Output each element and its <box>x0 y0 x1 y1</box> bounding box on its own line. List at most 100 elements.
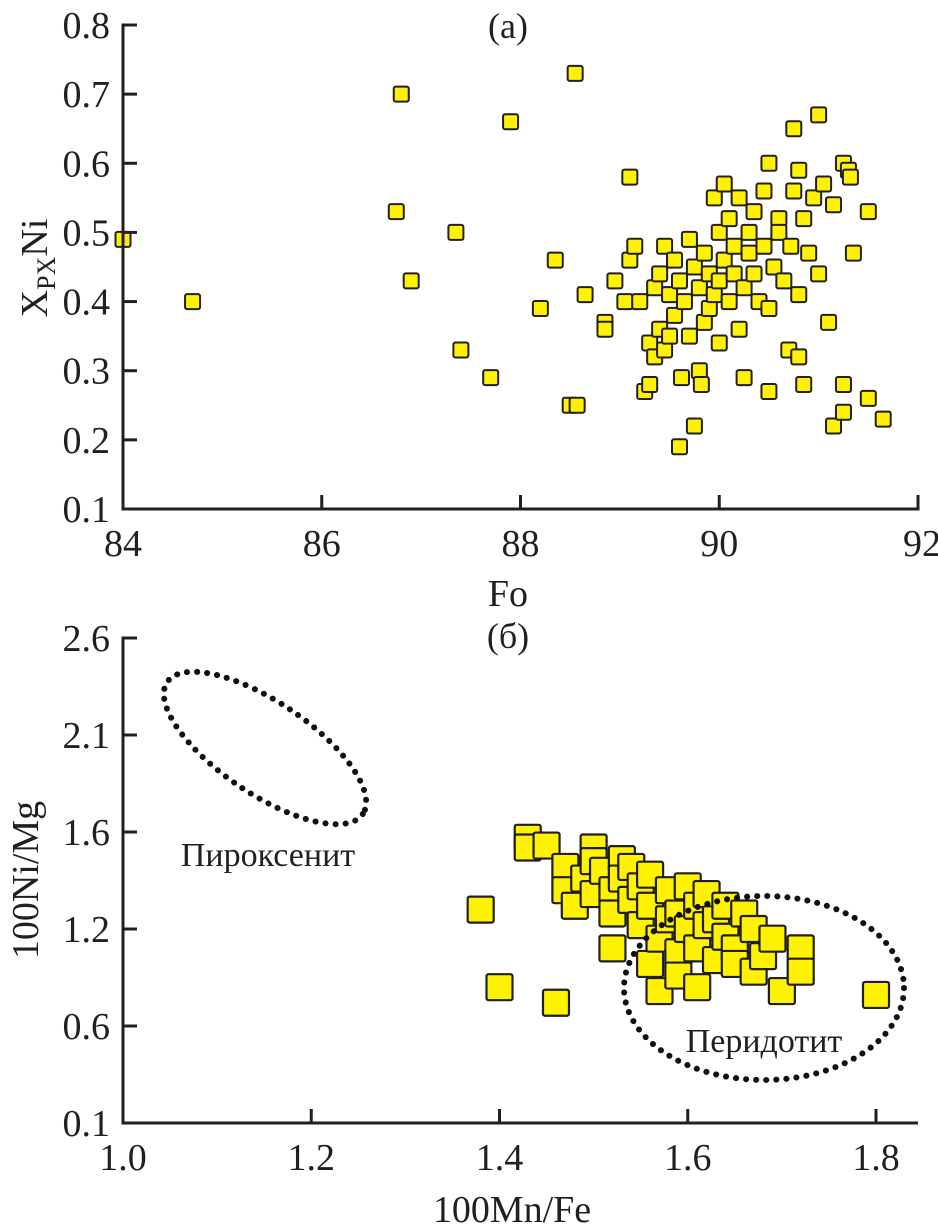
panel-label-b: (б) <box>487 616 529 656</box>
data-point <box>700 299 718 317</box>
data-point <box>566 64 584 82</box>
data-point <box>834 376 852 394</box>
chart-b-points <box>466 823 891 1017</box>
x-tick-label: 84 <box>104 523 142 565</box>
data-point <box>770 210 788 228</box>
data-point <box>705 189 723 207</box>
data-point <box>666 306 684 324</box>
data-point <box>532 831 561 860</box>
data-point <box>805 189 823 207</box>
data-point <box>841 168 859 186</box>
data-point <box>485 973 514 1002</box>
data-point <box>531 299 549 317</box>
data-point <box>782 237 800 255</box>
data-point <box>825 196 843 214</box>
y-tick-label: 1.2 <box>63 909 111 951</box>
data-point <box>568 396 586 414</box>
data-point <box>482 369 500 387</box>
chart-a-points <box>114 64 892 456</box>
data-point <box>710 223 728 241</box>
chart-b: (б) Пироксенит Перидотит 2.6 2.1 1.6 1.2 0.6… <box>5 616 918 1230</box>
y-tick-label: 0.5 <box>63 212 111 254</box>
data-point <box>656 341 674 359</box>
x-tick-label: 1.6 <box>664 1137 712 1179</box>
data-point <box>825 417 843 435</box>
data-point <box>745 265 763 283</box>
chart-b-axes <box>121 636 918 1125</box>
data-point <box>646 279 664 297</box>
data-point <box>790 161 808 179</box>
data-point <box>758 924 787 953</box>
data-point <box>735 369 753 387</box>
data-point <box>775 272 793 290</box>
x-tick-label: 1.4 <box>476 1137 524 1179</box>
y-tick-label: 2.1 <box>63 715 111 757</box>
ylabel-sub: PX <box>32 256 61 289</box>
data-point <box>452 341 470 359</box>
chart-b-ticks: 2.6 2.1 1.6 1.2 0.6 0.11.0 1.2 1.4 1.6 1.8 <box>63 618 900 1179</box>
data-point <box>621 168 639 186</box>
chart-a-xlabel: Fo <box>488 573 528 615</box>
data-point <box>680 327 698 345</box>
data-point <box>790 286 808 304</box>
data-point <box>720 210 738 228</box>
data-point <box>710 334 728 352</box>
data-point <box>661 286 679 304</box>
data-point <box>820 313 838 331</box>
data-point <box>795 376 813 394</box>
data-point <box>666 251 684 269</box>
data-point <box>680 230 698 248</box>
chart-b-ylabel: 100Ni/Mg <box>5 801 47 959</box>
data-point <box>755 182 773 200</box>
data-point <box>715 175 733 193</box>
data-point <box>387 203 405 221</box>
y-tick-label: 0.3 <box>63 351 111 393</box>
panel-label-a: (a) <box>488 6 528 46</box>
y-tick-label: 0.7 <box>63 74 111 116</box>
data-point <box>606 272 624 290</box>
data-point <box>790 348 808 366</box>
data-point <box>760 154 778 172</box>
data-point <box>184 293 202 311</box>
data-point <box>671 438 688 456</box>
data-point <box>690 362 708 380</box>
peridotite-region-label: Перидотит <box>686 1023 843 1060</box>
data-point <box>760 299 778 317</box>
data-point <box>695 313 713 331</box>
data-point <box>815 175 833 193</box>
data-point <box>725 265 743 283</box>
y-tick-label: 0.1 <box>63 489 111 531</box>
pyroxenite-region-ellipse <box>160 668 370 828</box>
data-point <box>671 272 688 290</box>
data-point <box>720 293 738 311</box>
data-point <box>690 279 708 297</box>
data-point <box>715 251 733 269</box>
y-tick-label: 0.1 <box>63 1103 111 1145</box>
data-point <box>786 957 815 986</box>
data-point <box>859 389 877 407</box>
data-point <box>740 244 758 262</box>
y-tick-label: 2.6 <box>63 618 111 660</box>
data-point <box>596 320 614 338</box>
data-point <box>621 251 639 269</box>
data-point <box>641 334 659 352</box>
data-point <box>626 237 644 255</box>
data-point <box>730 189 748 207</box>
chart-a-axes <box>121 23 920 511</box>
data-point <box>795 210 813 228</box>
data-point <box>730 320 748 338</box>
data-point <box>402 272 420 290</box>
data-point <box>844 244 862 262</box>
data-point <box>692 376 710 394</box>
data-point <box>760 382 778 400</box>
y-tick-label: 0.6 <box>63 143 111 185</box>
data-point <box>745 203 763 221</box>
data-point <box>834 403 852 421</box>
data-point <box>786 934 815 963</box>
chart-a-ylabel: XPXNi <box>14 219 61 318</box>
data-point <box>651 265 669 283</box>
x-tick-label: 1.0 <box>99 1137 147 1179</box>
data-point <box>770 223 788 241</box>
data-point <box>735 279 753 297</box>
data-point <box>874 410 892 428</box>
